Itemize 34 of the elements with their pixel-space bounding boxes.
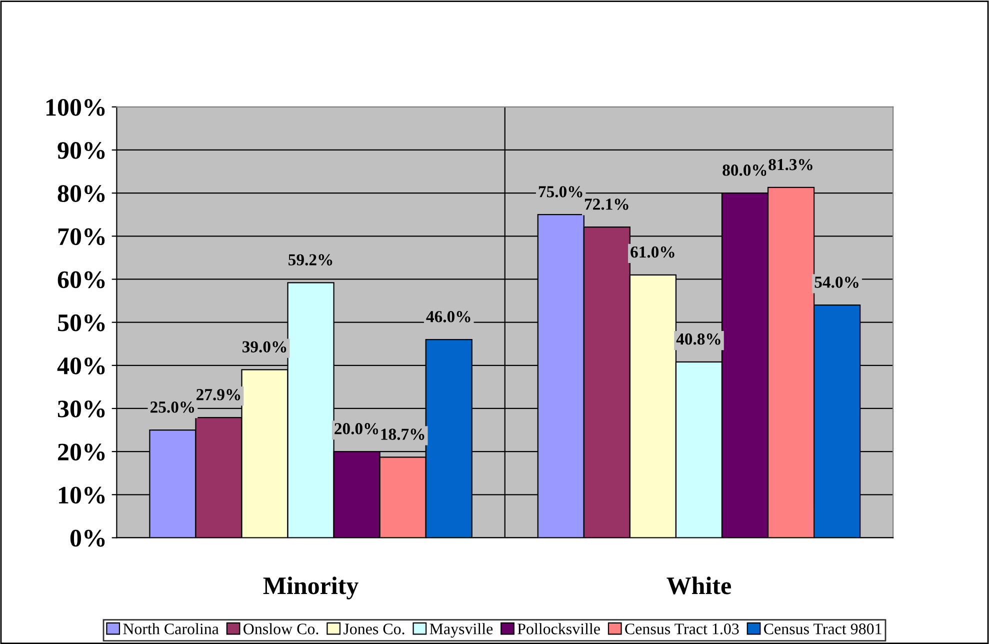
data-label: 25.0% — [150, 402, 194, 413]
data-label: 81.3% — [768, 158, 812, 170]
legend-label: Census Tract 9801 — [764, 624, 882, 634]
y-tick-label: 20% — [58, 444, 105, 461]
data-label: 40.8% — [676, 333, 720, 345]
data-label: 75.0% — [538, 186, 582, 198]
data-label: 72.1% — [584, 198, 628, 210]
y-tick-label: 40% — [57, 357, 105, 374]
legend-label: Onslow Co. — [244, 623, 318, 634]
x-tick-label: White — [666, 576, 731, 594]
legend-label: Census Tract 1.03 — [625, 624, 739, 634]
data-label: 61.0% — [630, 246, 674, 258]
legend-label: Pollocksville — [518, 623, 600, 634]
y-tick-label: 80% — [58, 185, 105, 202]
y-tick-label: 60% — [58, 271, 105, 288]
data-label: 46.0% — [426, 311, 470, 322]
legend-label: Jones Co. — [344, 624, 404, 634]
data-label: 18.7% — [381, 428, 424, 440]
x-tick-label: Minority — [263, 576, 358, 600]
data-label: 20.0% — [334, 423, 378, 434]
data-label: 39.0% — [242, 341, 286, 353]
data-label: 59.2% — [288, 254, 332, 266]
y-tick-label: 90% — [58, 142, 105, 159]
y-tick-label: 70% — [58, 228, 105, 246]
legend-label: North Carolina — [123, 623, 219, 634]
data-label: 54.0% — [814, 276, 858, 288]
data-label: 27.9% — [196, 389, 240, 400]
y-tick-label: 0% — [70, 530, 105, 547]
y-tick-label: 50% — [58, 314, 105, 332]
legend-label: Maysville — [430, 623, 493, 638]
y-tick-label: 10% — [58, 486, 105, 504]
y-tick-label: 100% — [46, 98, 105, 116]
y-tick-label: 30% — [58, 400, 105, 418]
data-label: 80.0% — [722, 164, 766, 176]
